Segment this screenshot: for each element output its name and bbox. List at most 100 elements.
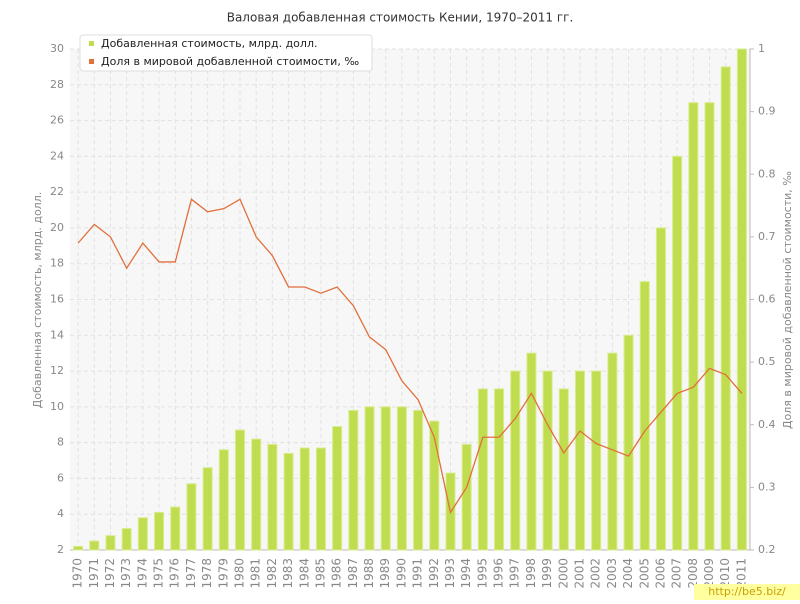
chart-title: Валовая добавленная стоимость Кении, 197… [227, 11, 574, 25]
bar [251, 438, 262, 551]
y-tick-label: 12 [50, 364, 64, 377]
y2-tick-label: 0.4 [758, 418, 776, 431]
y-tick-label: 16 [50, 293, 64, 306]
x-tick-label: 2002 [589, 558, 603, 589]
bar [736, 48, 747, 551]
bar [364, 406, 375, 551]
bar [623, 334, 634, 551]
bar [494, 388, 505, 551]
bar [429, 420, 440, 551]
bar [89, 540, 100, 551]
x-tick-label: 1996 [492, 558, 506, 589]
x-tick-label: 1976 [168, 558, 182, 589]
y2-tick-label: 0.7 [758, 230, 776, 243]
bar [380, 406, 391, 551]
x-tick-label: 1992 [427, 558, 441, 589]
line [77, 198, 743, 515]
y-tick-label: 18 [50, 257, 64, 270]
x-tick-label: 2007 [670, 558, 684, 589]
bar [413, 409, 424, 551]
x-tick-label: 2004 [621, 558, 635, 589]
x-tick-label: 1990 [394, 558, 408, 589]
bar [688, 102, 699, 551]
x-tick-label: 1985 [313, 558, 327, 589]
bar [332, 426, 343, 551]
x-tick-label: 1994 [459, 558, 473, 589]
x-tick-label: 2006 [653, 558, 667, 589]
x-tick-label: 1986 [330, 558, 344, 589]
bar [170, 506, 181, 551]
bar [526, 352, 537, 551]
x-tick-label: 2009 [702, 558, 716, 589]
bar [283, 452, 294, 551]
y2-tick-label: 0.5 [758, 355, 776, 368]
bar [299, 447, 310, 551]
bar [672, 155, 683, 551]
x-tick-label: 2005 [637, 558, 651, 589]
y-tick-label: 4 [57, 507, 64, 520]
x-tick-label: 1991 [411, 558, 425, 589]
bar [121, 528, 132, 551]
bar [105, 535, 116, 551]
y2-tick-label: 0.6 [758, 293, 776, 306]
bar [235, 429, 245, 551]
x-tick-label: 2000 [556, 558, 570, 589]
y-tick-label: 14 [50, 328, 64, 341]
x-tick-label: 1980 [233, 558, 247, 589]
y2-tick-label: 1 [758, 42, 765, 55]
bar [267, 443, 278, 551]
y-tick-label: 22 [50, 185, 64, 198]
bar [218, 449, 229, 551]
y-tick-label: 8 [57, 436, 64, 449]
y-tick-label: 20 [50, 221, 64, 234]
bar [639, 281, 650, 551]
x-tick-label: 1983 [281, 558, 295, 589]
x-tick-label: 1995 [475, 558, 489, 589]
x-tick-label: 1972 [103, 558, 117, 589]
y2-tick-label: 0.8 [758, 167, 776, 180]
y-tick-label: 30 [50, 42, 64, 55]
legend-label: Доля в мировой добавленной стоимости, ‰ [101, 55, 359, 68]
x-tick-label: 1993 [443, 558, 457, 589]
x-tick-label: 1989 [378, 558, 392, 589]
x-tick-label: 1979 [216, 558, 230, 589]
y-tick-label: 2 [57, 543, 64, 556]
x-tick-label: 1981 [249, 558, 263, 589]
bar [315, 447, 326, 551]
bar [186, 483, 197, 551]
x-tick-label: 1998 [524, 558, 538, 589]
x-tick-label: 1988 [362, 558, 376, 589]
bar [558, 388, 569, 551]
watermark-box [694, 584, 800, 600]
bar [477, 388, 488, 551]
legend-swatch [89, 41, 94, 46]
bar [655, 227, 666, 551]
bar [720, 66, 731, 551]
bar [510, 370, 521, 551]
x-tick-label: 2011 [734, 558, 748, 589]
x-tick-label: 1978 [200, 558, 214, 589]
bar [202, 467, 213, 551]
bar [137, 517, 148, 551]
y-tick-label: 6 [57, 471, 64, 484]
bar [704, 102, 715, 551]
x-tick-label: 2001 [573, 558, 587, 589]
x-tick-label: 1974 [135, 558, 149, 589]
bar [73, 545, 84, 551]
x-tick-label: 1970 [71, 558, 85, 589]
y-tick-label: 26 [50, 114, 64, 127]
legend-swatch [89, 59, 94, 64]
bar [542, 370, 553, 551]
y-axis-title: Добавленная стоимость, млрд. долл. [31, 192, 44, 408]
x-tick-label: 1973 [119, 558, 133, 589]
x-tick-label: 2010 [718, 558, 732, 589]
x-tick-label: 1997 [508, 558, 522, 589]
bar [461, 443, 472, 551]
y-tick-label: 28 [50, 78, 64, 91]
watermark: http://be5.biz/ [708, 585, 786, 598]
x-tick-label: 1984 [297, 558, 311, 589]
legend-box [79, 34, 373, 72]
y2-axis-title: Доля в мировой добавленной стоимости, ‰ [781, 171, 794, 429]
x-tick-label: 1975 [152, 558, 166, 589]
